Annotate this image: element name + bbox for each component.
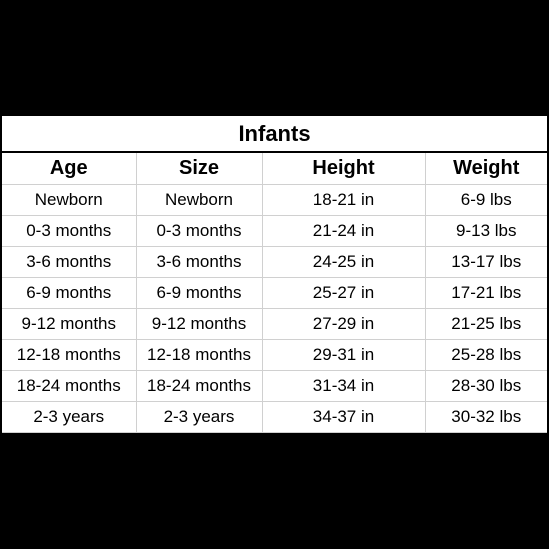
table-cell: 9-13 lbs	[424, 215, 547, 247]
table-cell: 18-24 months	[2, 370, 136, 402]
table-cell: 21-25 lbs	[424, 308, 547, 340]
table-cell: 17-21 lbs	[424, 277, 547, 309]
table-cell: 9-12 months	[2, 308, 136, 340]
table-cell: 25-28 lbs	[424, 339, 547, 371]
table-cell: 3-6 months	[135, 246, 262, 278]
table-cell: 25-27 in	[261, 277, 425, 309]
table-cell: 12-18 months	[2, 339, 136, 371]
table-row: 12-18 months 12-18 months 29-31 in 25-28 lb…	[2, 339, 547, 371]
table-cell: 9-12 months	[135, 308, 262, 340]
table-row: 6-9 months 6-9 months 25-27 in 17-21 lbs	[2, 277, 547, 309]
table-cell: 6-9 months	[135, 277, 262, 309]
table-row: 18-24 months 18-24 months 31-34 in 28-30 lb…	[2, 370, 547, 402]
table-cell: 34-37 in	[261, 401, 425, 433]
table-cell: 21-24 in	[261, 215, 425, 247]
size-table: Infants Age Size Height Weight Newborn Newbo…	[2, 116, 547, 433]
table-cell: 12-18 months	[135, 339, 262, 371]
table-row: 0-3 months 0-3 months 21-24 in 9-13 lbs	[2, 215, 547, 247]
column-header: Age	[2, 152, 136, 185]
table-row: 2-3 years 2-3 years 34-37 in 30-32 lbs	[2, 401, 547, 433]
table-cell: 2-3 years	[135, 401, 262, 433]
table-cell: 6-9 lbs	[424, 184, 547, 216]
size-chart: Infants Age Size Height Weight Newborn Newbo…	[2, 116, 547, 433]
table-cell: 24-25 in	[261, 246, 425, 278]
table-cell: 31-34 in	[261, 370, 425, 402]
table-cell: 6-9 months	[2, 277, 136, 309]
table-cell: 27-29 in	[261, 308, 425, 340]
column-header: Weight	[424, 152, 547, 185]
table-row: 9-12 months 9-12 months 27-29 in 21-25 lbs	[2, 308, 547, 340]
table-cell: 18-24 months	[135, 370, 262, 402]
table-title: Infants	[2, 116, 547, 153]
table-body: Newborn Newborn 18-21 in 6-9 lbs 0-3 months 0…	[2, 184, 547, 433]
table-cell: 2-3 years	[2, 401, 136, 433]
table-cell: 30-32 lbs	[424, 401, 547, 433]
header-row: Age Size Height Weight	[2, 152, 547, 185]
table-cell: Newborn	[135, 184, 262, 216]
table-cell: 29-31 in	[261, 339, 425, 371]
table-cell: 3-6 months	[2, 246, 136, 278]
table-cell: 0-3 months	[135, 215, 262, 247]
table-row: 3-6 months 3-6 months 24-25 in 13-17 lbs	[2, 246, 547, 278]
table-cell: 28-30 lbs	[424, 370, 547, 402]
table-cell: 13-17 lbs	[424, 246, 547, 278]
column-header: Size	[135, 152, 262, 185]
column-header: Height	[261, 152, 425, 185]
title-row: Infants	[2, 116, 547, 153]
table-cell: 18-21 in	[261, 184, 425, 216]
table-cell: 0-3 months	[2, 215, 136, 247]
table-row: Newborn Newborn 18-21 in 6-9 lbs	[2, 184, 547, 216]
table-cell: Newborn	[2, 184, 136, 216]
